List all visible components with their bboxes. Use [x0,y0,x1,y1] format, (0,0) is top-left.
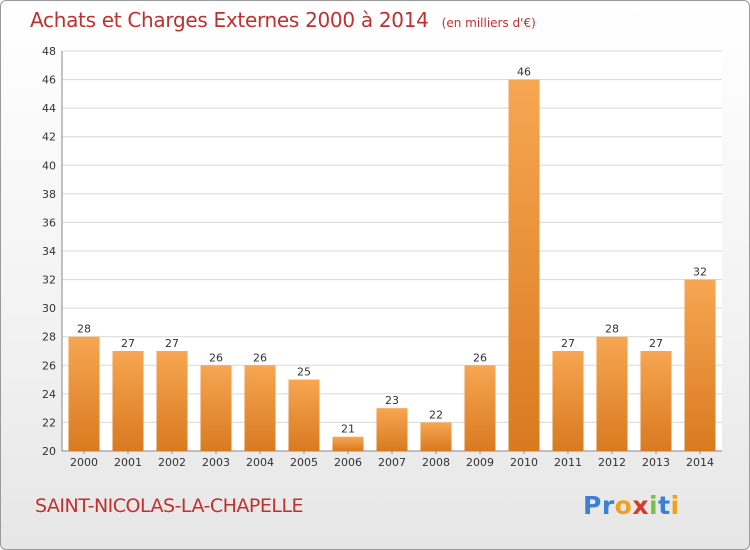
bar-value-label: 28 [77,323,91,336]
bar-value-label: 25 [297,366,311,379]
x-tick-label: 2009 [466,456,494,469]
bar [156,351,188,451]
y-tick-label: 46 [42,74,56,87]
bar [640,351,672,451]
bar [464,365,496,451]
bar [552,351,584,451]
bar [332,436,364,451]
y-tick-label: 30 [42,302,56,315]
bar [288,379,320,451]
bar-value-label: 46 [517,66,531,79]
bar [200,365,232,451]
y-tick-label: 28 [42,331,56,344]
x-tick-label: 2003 [202,456,230,469]
y-tick-label: 34 [42,245,56,258]
y-tick-label: 26 [42,359,56,372]
chart-subtitle: (en milliers d'€) [441,16,536,30]
bar [68,336,100,451]
bar [244,365,276,451]
logo-letter: P [583,491,602,520]
x-tick-label: 2014 [686,456,714,469]
bar-value-label: 27 [649,337,663,350]
bar-value-label: 22 [429,408,443,421]
bar-value-label: 27 [561,337,575,350]
chart-title-line: Achats et Charges Externes 2000 à 2014 (… [30,8,536,32]
bar-value-label: 26 [253,351,267,364]
logo-letter: o [614,491,633,520]
x-tick-label: 2001 [114,456,142,469]
bar-value-label: 26 [473,351,487,364]
y-tick-label: 20 [42,445,56,458]
bar [420,422,452,451]
bar-value-label: 28 [605,323,619,336]
x-tick-label: 2006 [334,456,362,469]
x-tick-label: 2010 [510,456,538,469]
y-tick-label: 24 [42,388,56,401]
proxiti-logo: Proxiti [583,491,680,520]
bar [596,336,628,451]
y-tick-label: 22 [42,416,56,429]
x-tick-label: 2008 [422,456,450,469]
logo-letter: r [601,491,615,520]
x-tick-label: 2000 [70,456,98,469]
x-tick-label: 2013 [642,456,670,469]
y-tick-label: 48 [42,45,56,58]
x-tick-label: 2002 [158,456,186,469]
logo-letter: i [670,491,680,520]
y-tick-label: 42 [42,131,56,144]
bar-value-label: 27 [165,337,179,350]
x-tick-label: 2004 [246,456,274,469]
bar [684,279,716,451]
bar [508,79,540,452]
bar-value-label: 27 [121,337,135,350]
bar-value-label: 21 [341,423,355,436]
x-tick-label: 2007 [378,456,406,469]
logo-letter: t [658,491,671,520]
y-tick-label: 32 [42,274,56,287]
logo-letter: x [632,491,649,520]
bar [376,408,408,451]
commune-name: SAINT-NICOLAS-LA-CHAPELLE [35,495,304,517]
logo-letter: i [649,491,659,520]
y-tick-label: 38 [42,188,56,201]
y-tick-label: 36 [42,216,56,229]
chart-title: Achats et Charges Externes 2000 à 2014 [30,8,429,32]
x-tick-label: 2005 [290,456,318,469]
y-tick-label: 40 [42,159,56,172]
bar [112,351,144,451]
bar-value-label: 26 [209,351,223,364]
bar-value-label: 32 [693,266,707,279]
y-tick-label: 44 [42,102,56,115]
x-tick-label: 2012 [598,456,626,469]
x-tick-label: 2011 [554,456,582,469]
bar-value-label: 23 [385,394,399,407]
